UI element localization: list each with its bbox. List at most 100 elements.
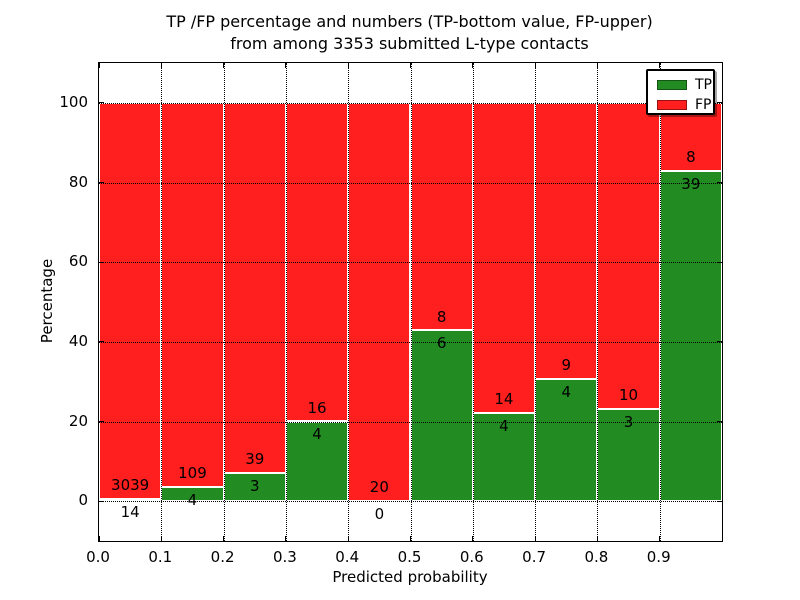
x-tick-label: 0.8 <box>584 548 609 566</box>
tp-bar <box>535 378 598 502</box>
x-tick-mark <box>347 536 349 541</box>
vertical-gridline <box>223 63 225 541</box>
x-tick-mark <box>285 536 287 541</box>
tp-count-label: 14 <box>120 503 140 522</box>
y-axis-title: Percentage <box>38 258 56 344</box>
x-tick-mark <box>659 63 661 68</box>
legend-item-fp: FP <box>657 97 713 112</box>
y-tick-label: 80 <box>68 172 88 191</box>
fp-legend-swatch <box>657 99 687 110</box>
x-tick-mark <box>347 63 349 68</box>
x-tick-label: 0.3 <box>272 548 297 566</box>
horizontal-gridline <box>99 182 722 184</box>
fp-count-label: 109 <box>178 464 207 483</box>
fp-bar <box>410 102 473 331</box>
tp-bar <box>597 409 660 502</box>
tp-legend-swatch <box>657 79 687 90</box>
x-tick-label: 0.7 <box>522 548 547 566</box>
fp-bar <box>535 102 598 379</box>
x-axis-title: Predicted probability <box>332 568 488 586</box>
fp-count-label: 14 <box>494 389 514 408</box>
x-tick-label: 0.2 <box>210 548 235 566</box>
fp-count-label: 16 <box>307 398 327 417</box>
y-tick-mark <box>717 182 722 183</box>
x-tick-mark <box>160 536 162 541</box>
fp-bar <box>223 102 286 473</box>
fp-count-label: 20 <box>369 478 389 497</box>
fp-count-label: 8 <box>686 147 696 166</box>
y-tick-label: 0 <box>78 491 88 510</box>
tp-count-label: 4 <box>187 491 198 509</box>
x-tick-mark <box>534 536 536 541</box>
x-tick-mark <box>659 536 661 541</box>
x-tick-label: 0.6 <box>459 548 484 566</box>
tp-count-label: 4 <box>499 416 509 435</box>
y-tick-mark <box>99 261 104 263</box>
x-tick-label: 0.4 <box>335 548 360 566</box>
y-tick-label: 100 <box>59 92 88 111</box>
x-tick-mark <box>534 63 536 68</box>
chart-title: TP /FP percentage and numbers (TP-bottom… <box>98 11 721 55</box>
vertical-gridline <box>472 63 474 541</box>
x-tick-mark <box>410 63 411 68</box>
x-tick-mark <box>98 63 100 68</box>
plot-area: TP FP 3039 14 109 4 39 3 16 4 20 0 8 6 14 4 9 4 10 3 8 39 <box>98 62 723 542</box>
vertical-gridline <box>348 63 350 541</box>
chart-title-line2: from among 3353 submitted L-type contact… <box>230 34 589 53</box>
vertical-gridline <box>535 63 537 541</box>
x-tick-mark <box>721 63 723 68</box>
x-tick-mark <box>223 63 225 68</box>
tp-bar <box>659 170 722 502</box>
x-tick-label: 0.9 <box>646 548 671 566</box>
y-tick-mark <box>717 341 722 343</box>
x-tick-mark <box>472 63 474 68</box>
tp-count-label: 6 <box>436 334 447 353</box>
vertical-gridline <box>659 63 661 541</box>
fp-count-label: 10 <box>619 386 639 405</box>
x-tick-mark <box>160 63 162 68</box>
tp-bar <box>410 330 473 502</box>
fp-bar <box>472 102 536 413</box>
x-tick-label: 0.0 <box>86 548 110 566</box>
x-tick-mark <box>410 536 411 541</box>
fp-bar <box>99 102 162 500</box>
chart-title-line1: TP /FP percentage and numbers (TP-bottom… <box>166 12 653 31</box>
x-tick-mark <box>596 536 598 541</box>
y-tick-mark <box>717 421 722 422</box>
fp-count-label: 3039 <box>111 476 150 495</box>
tp-bar <box>472 412 536 502</box>
x-tick-mark <box>285 63 287 68</box>
vertical-gridline <box>410 63 412 541</box>
tp-count-label: 39 <box>681 174 701 193</box>
legend: TP FP <box>646 69 715 115</box>
tp-legend-label: TP <box>695 76 712 93</box>
fp-bar <box>161 102 224 488</box>
y-tick-mark <box>99 500 104 502</box>
x-tick-mark <box>596 63 598 68</box>
x-tick-label: 0.1 <box>148 548 173 566</box>
tp-count-label: 0 <box>374 505 385 524</box>
tp-bar <box>223 472 286 502</box>
horizontal-gridline <box>99 262 722 264</box>
tp-bar <box>99 499 162 502</box>
legend-item-tp: TP <box>657 77 713 92</box>
horizontal-gridline <box>99 421 722 423</box>
x-tick-mark <box>223 536 225 541</box>
y-tick-mark <box>99 182 104 183</box>
horizontal-gridline <box>99 341 722 343</box>
y-tick-mark <box>717 102 722 104</box>
y-tick-label: 20 <box>68 411 88 430</box>
horizontal-gridline <box>99 102 722 104</box>
x-tick-mark <box>721 536 723 541</box>
x-tick-mark <box>472 536 474 541</box>
y-tick-mark <box>99 421 104 422</box>
vertical-gridline <box>597 63 599 541</box>
tp-count-label: 4 <box>561 382 572 401</box>
fp-bar <box>348 102 411 502</box>
x-tick-label: 0.5 <box>397 548 422 566</box>
horizontal-gridline <box>99 501 722 503</box>
fp-bar <box>597 102 660 410</box>
y-tick-mark <box>99 341 104 343</box>
tp-count-label: 3 <box>249 476 260 495</box>
